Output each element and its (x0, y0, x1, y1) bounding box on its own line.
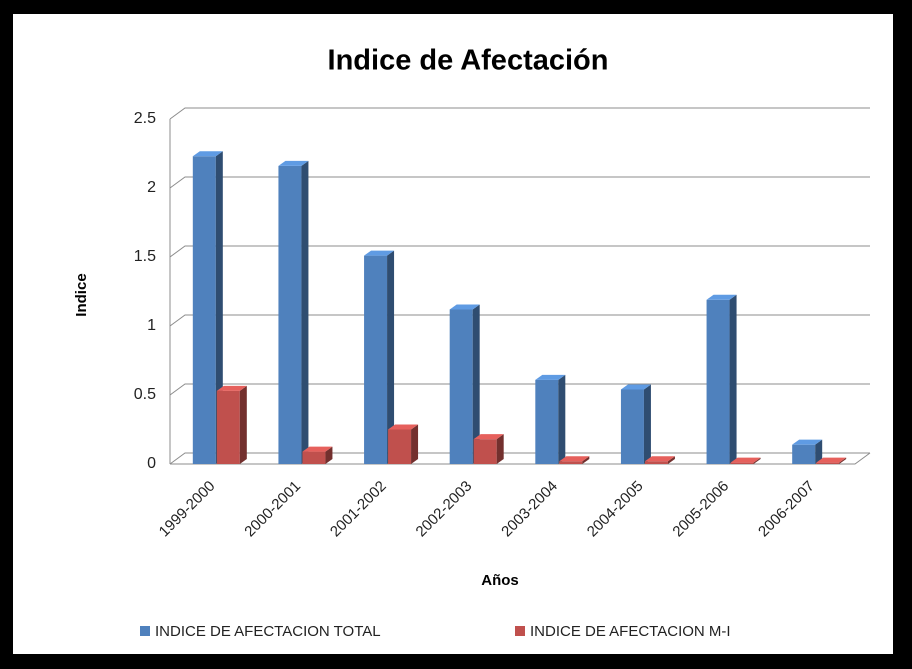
bar-top (473, 434, 504, 440)
bar-front (644, 461, 668, 464)
grid-line (169, 245, 870, 258)
bar-top (644, 456, 675, 462)
bar-top (216, 385, 247, 391)
bar-top (192, 151, 223, 157)
grid-line (169, 314, 870, 327)
y-tick-label: 2 (147, 179, 156, 196)
bar (364, 250, 395, 464)
bar-front (730, 462, 754, 464)
bar-side (239, 385, 247, 464)
chart-title: Indice de Afectación (328, 45, 609, 77)
bar-top (792, 439, 823, 445)
bar-top (388, 424, 419, 430)
bar-front (302, 451, 326, 464)
bar-front (192, 156, 216, 464)
legend-label: INDICE DE AFECTACION M-I (530, 623, 731, 640)
y-tick-label: 0 (147, 455, 156, 472)
bar (816, 457, 847, 464)
bar-top (706, 294, 737, 300)
bar-top (730, 457, 761, 463)
bar (278, 160, 309, 465)
bar-front (278, 165, 302, 465)
bar-top (364, 250, 395, 256)
bar (559, 456, 590, 464)
bar-side (643, 384, 651, 464)
bar-side (301, 160, 309, 465)
bar-side (472, 304, 480, 464)
y-tick-label: 1 (147, 317, 156, 334)
bar-front (388, 429, 412, 464)
bar-side (558, 374, 566, 464)
legend-label: INDICE DE AFECTACION TOTAL (155, 623, 381, 640)
bar (730, 457, 761, 464)
bar (620, 384, 651, 464)
y-axis-title: Indice (73, 273, 90, 316)
bar (792, 439, 823, 464)
bar-front (706, 299, 730, 464)
bar-front (449, 309, 473, 464)
bar (192, 151, 223, 464)
y-tick-label: 2.5 (134, 110, 156, 127)
grid-line (169, 107, 870, 120)
bar (535, 374, 566, 464)
bar-front (816, 462, 840, 464)
bar (473, 434, 504, 464)
bar-top (278, 160, 309, 166)
bar-front (216, 390, 240, 464)
bar (388, 424, 419, 464)
bar-top (449, 304, 480, 310)
grid-line (169, 383, 870, 396)
bar-top (620, 384, 651, 390)
bar-side (215, 151, 223, 464)
bar-side (496, 434, 504, 464)
bar-side (582, 456, 590, 464)
bar-side (411, 424, 419, 464)
bar-front (792, 444, 816, 464)
bar (449, 304, 480, 464)
y-tick-label: 0.5 (134, 386, 156, 403)
bar-front (620, 389, 644, 464)
bar-side (325, 446, 333, 464)
bar (706, 294, 737, 464)
bar (216, 385, 247, 464)
bar-front (559, 461, 583, 464)
bar-front (473, 439, 497, 464)
bar-side (667, 456, 675, 464)
bar-top (535, 374, 566, 380)
x-axis-title: Años (481, 572, 519, 589)
bar-side (753, 457, 761, 464)
bar-top (559, 456, 590, 462)
bar-front (364, 255, 388, 464)
legend-swatch (140, 626, 150, 636)
bar (644, 456, 675, 464)
grid-line (169, 176, 870, 189)
bar-side (839, 457, 847, 464)
y-tick-label: 1.5 (134, 248, 156, 265)
bar-top (816, 457, 847, 463)
bar-front (535, 379, 559, 464)
bar-side (815, 439, 823, 464)
bar (302, 446, 333, 464)
bar-side (729, 294, 737, 464)
bar-top (302, 446, 333, 452)
bar-side (387, 250, 395, 464)
legend-swatch (515, 626, 525, 636)
